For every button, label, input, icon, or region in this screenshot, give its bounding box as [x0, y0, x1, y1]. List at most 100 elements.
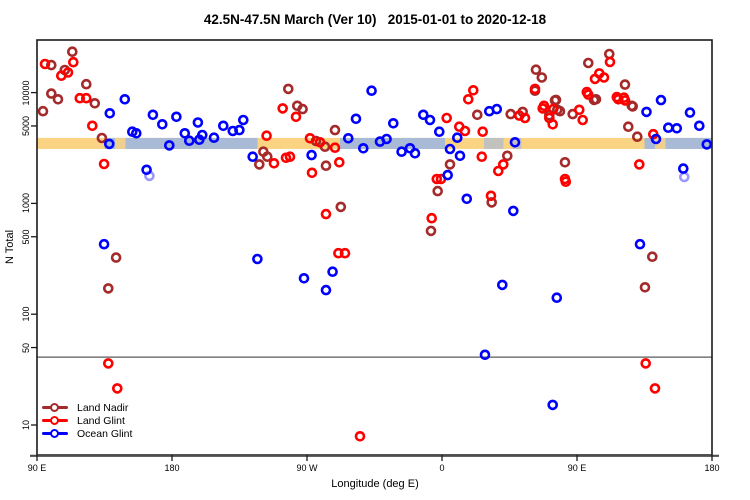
data-point [577, 114, 589, 126]
data-point [320, 284, 332, 296]
data-point [298, 272, 310, 284]
data-point [462, 94, 474, 105]
data-point [277, 103, 289, 114]
data-point [641, 106, 652, 118]
data-point [646, 251, 658, 263]
coast-band-ocean-segment [104, 137, 258, 149]
data-point [426, 212, 438, 224]
data-point [320, 160, 332, 171]
data-point [604, 56, 616, 68]
x-tick-label: 90 E [27, 463, 47, 473]
data-point [619, 95, 631, 106]
data-point [342, 133, 354, 144]
data-point [184, 135, 195, 146]
data-point [52, 94, 64, 105]
data-point [693, 120, 705, 132]
data-point [547, 399, 559, 411]
data-point [192, 117, 204, 128]
data-point [417, 109, 429, 121]
data-point [671, 123, 683, 134]
data-point [432, 185, 444, 197]
data-point [74, 92, 86, 104]
data-point [329, 142, 341, 153]
x-tick-label: 0 [439, 463, 445, 473]
plot-frame [36, 39, 713, 456]
data-point [333, 247, 344, 259]
data-point [655, 94, 667, 106]
data-point [442, 169, 454, 181]
data-point [110, 252, 122, 263]
data-point [549, 95, 561, 106]
data-point [320, 208, 332, 220]
legend-item-land-glint: Land Glint [42, 414, 132, 427]
y-tick-label: 5000 [21, 115, 31, 136]
data-point [492, 165, 504, 177]
data-point [479, 349, 491, 361]
data-point [261, 130, 272, 141]
chart-title: 42.5N-47.5N March (Ver 10) 2015-01-01 to… [203, 12, 547, 27]
data-point [238, 114, 249, 126]
data-point [486, 197, 498, 208]
data-point [519, 112, 531, 124]
coast-band-land-notch [115, 137, 126, 149]
x-tick-label: 180 [704, 463, 720, 473]
legend-ring-icon [50, 402, 59, 412]
data-point [559, 157, 571, 168]
data-point [327, 266, 338, 278]
coast-band-ocean-segment [340, 137, 445, 149]
x-tick-label: 180 [164, 463, 180, 473]
y-tick-label: 1000 [21, 193, 31, 214]
data-point [39, 58, 51, 70]
data-point [485, 190, 497, 202]
data-point [633, 159, 645, 170]
data-point [631, 131, 643, 142]
data-point [622, 121, 634, 132]
legend: Land Nadir Land Glint Ocean Glint [42, 401, 132, 440]
data-point [441, 112, 453, 124]
data-point [357, 143, 369, 154]
data-point [678, 171, 690, 183]
land-nadir-symbol-icon [42, 402, 68, 413]
data-point [68, 56, 79, 68]
data-point [471, 109, 483, 121]
data-point [280, 152, 292, 164]
data-point [335, 201, 347, 213]
data-point [194, 134, 205, 145]
data-point [282, 83, 294, 95]
data-point [640, 358, 652, 369]
data-point [409, 148, 421, 159]
coast-band-inland-sea [484, 137, 504, 149]
data-point [179, 128, 191, 139]
data-point [619, 79, 631, 90]
data-point [98, 238, 110, 250]
data-point [381, 133, 392, 145]
data-point [147, 109, 159, 121]
data-point [507, 205, 519, 217]
data-point [639, 281, 651, 293]
data-point [290, 111, 302, 123]
coast-band-land-notch [655, 137, 666, 149]
data-point [227, 125, 239, 137]
land-glint-symbol-icon [42, 415, 68, 426]
data-point [684, 107, 696, 118]
data-point [573, 104, 585, 116]
data-point [350, 113, 362, 125]
legend-item-ocean-glint: Ocean Glint [42, 427, 132, 440]
x-axis-label: Longitude (deg E) [331, 478, 419, 490]
data-point [144, 170, 155, 182]
data-point [208, 132, 220, 143]
data-point [62, 67, 74, 78]
legend-ring-icon [50, 415, 59, 425]
data-point [547, 103, 559, 115]
data-point [261, 151, 273, 162]
data-point [611, 91, 623, 103]
data-point [589, 73, 601, 85]
data-point [581, 86, 593, 98]
ocean-glint-symbol-icon [42, 428, 68, 439]
data-point [81, 78, 92, 90]
data-point [297, 103, 308, 115]
data-point [131, 128, 142, 139]
data-point [537, 103, 549, 114]
data-point [431, 173, 443, 185]
